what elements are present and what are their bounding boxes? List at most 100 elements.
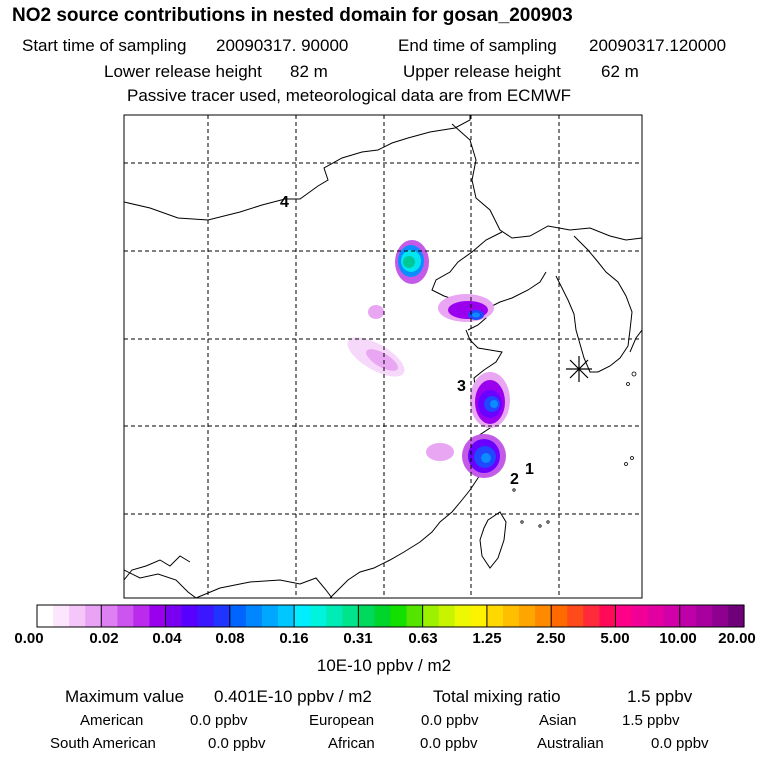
colorbar-swatch: [358, 605, 376, 627]
colorbar-swatch: [631, 605, 649, 627]
colorbar-swatch: [213, 605, 231, 627]
marker-2: 2: [510, 471, 519, 488]
inland-border: [124, 555, 191, 581]
start-time-value: 20090317. 90000: [216, 36, 349, 55]
plume-beijing: [395, 240, 429, 284]
colorbar-swatch: [310, 605, 327, 627]
plume-nanjing: [470, 372, 510, 428]
colorbar-swatch: [406, 605, 424, 627]
colorbar-swatch: [53, 605, 70, 627]
region-value: 0.0 ppbv: [190, 712, 248, 729]
colorbar-swatch: [101, 605, 118, 627]
colorbar-swatch: [470, 605, 488, 627]
region-value: 0.0 ppbv: [208, 735, 266, 752]
colorbar-tick: 0.04: [152, 630, 182, 647]
colorbar-swatch: [342, 605, 359, 627]
source-markers: 4 3 2 1: [280, 194, 534, 488]
colorbar-unit: 10E-10 ppbv / m2: [316, 656, 452, 675]
plume-west: [347, 305, 405, 377]
colorbar-swatch: [599, 605, 617, 627]
marker-1: 1: [525, 461, 534, 478]
region-value: 0.0 ppbv: [651, 735, 709, 752]
colorbar-swatch: [502, 605, 520, 627]
colorbar-swatch: [647, 605, 665, 627]
concentration-plumes: [347, 240, 510, 478]
upper-release-label: Upper release height: [403, 62, 561, 81]
colorbar-tick: 10.00: [659, 630, 697, 647]
receptor-star-icon: [566, 356, 592, 382]
colorbar-swatch: [69, 605, 86, 627]
japan-fragment: [629, 329, 642, 353]
colorbar-swatch: [229, 605, 247, 627]
korea-peninsula: [555, 235, 633, 373]
colorbar-swatch: [37, 605, 54, 627]
colorbar-tick: 0.02: [89, 630, 119, 647]
upper-release-value: 62 m: [601, 62, 639, 81]
lower-release-label: Lower release height: [104, 62, 262, 81]
end-time-label: End time of sampling: [398, 36, 557, 55]
max-value-label: Maximum value: [65, 687, 185, 706]
max-value: 0.401E-10 ppbv / m2: [214, 687, 372, 706]
colorbar-tick: 2.50: [536, 630, 566, 647]
colorbar-swatch: [551, 605, 568, 627]
northeast-border: [451, 123, 642, 241]
colorbar-tick: 0.00: [14, 630, 44, 647]
colorbar-tick: 5.00: [600, 630, 630, 647]
colorbar-swatch: [261, 605, 279, 627]
region-value: 0.0 ppbv: [421, 712, 479, 729]
colorbar-swatch: [181, 605, 199, 627]
small-islands: [512, 371, 637, 528]
map-area: 4 3 2 1: [124, 115, 642, 598]
marker-3: 3: [457, 378, 466, 395]
region-value: 0.0 ppbv: [420, 735, 478, 752]
region-name: South American: [50, 735, 156, 752]
hainan-edge: [124, 569, 197, 598]
colorbar-swatch: [165, 605, 183, 627]
plume-shanghai: [426, 434, 506, 478]
colorbar-tick: 0.16: [279, 630, 309, 647]
total-mixing-value: 1.5 ppbv: [627, 687, 693, 706]
colorbar-swatch: [278, 605, 295, 627]
region-name: Asian: [539, 712, 577, 729]
colorbar-swatch: [519, 605, 536, 627]
marker-4: 4: [280, 194, 289, 211]
colorbar-swatch: [486, 605, 504, 627]
colorbar-swatch: [149, 605, 167, 627]
colorbar-tick: 20.00: [718, 630, 756, 647]
colorbar-frame: [36, 604, 745, 628]
colorbar-swatch: [245, 605, 263, 627]
colorbar-swatch: [133, 605, 151, 627]
map-title: NO2 source contributions in nested domai…: [12, 5, 573, 26]
guangdong-coast: [195, 577, 333, 598]
tracer-note: Passive tracer used, meteorological data…: [127, 86, 572, 105]
colorbar-swatch: [727, 605, 745, 627]
region-name: European: [309, 712, 375, 729]
colorbar-tick: 0.63: [408, 630, 438, 647]
colorbar-swatch: [679, 605, 697, 627]
region-value: 1.5 ppbv: [622, 712, 680, 729]
total-mixing-label: Total mixing ratio: [433, 687, 561, 706]
colorbar-swatch: [711, 605, 729, 627]
colorbar: [37, 605, 745, 627]
taiwan: [479, 511, 507, 569]
lat-lon-grid: [124, 115, 642, 598]
region-name: Australian: [537, 735, 604, 752]
colorbar-swatch: [390, 605, 408, 627]
region-name: African: [328, 735, 375, 752]
colorbar-swatch: [294, 605, 311, 627]
mongolia-border: [124, 115, 471, 221]
colorbar-tick: 1.25: [472, 630, 502, 647]
colorbar-tick: 0.31: [343, 630, 373, 647]
lower-release-value: 82 m: [290, 62, 328, 81]
plume-tianjin: [438, 294, 494, 322]
colorbar-swatch: [85, 605, 102, 627]
colorbar-swatch: [583, 605, 600, 627]
region-name: American: [80, 712, 144, 729]
colorbar-swatch: [326, 605, 343, 627]
colorbar-swatch: [197, 605, 215, 627]
map-frame: [123, 114, 643, 599]
colorbar-swatch: [422, 605, 440, 627]
colorbar-swatch: [438, 605, 456, 627]
colorbar-swatch: [454, 605, 472, 627]
